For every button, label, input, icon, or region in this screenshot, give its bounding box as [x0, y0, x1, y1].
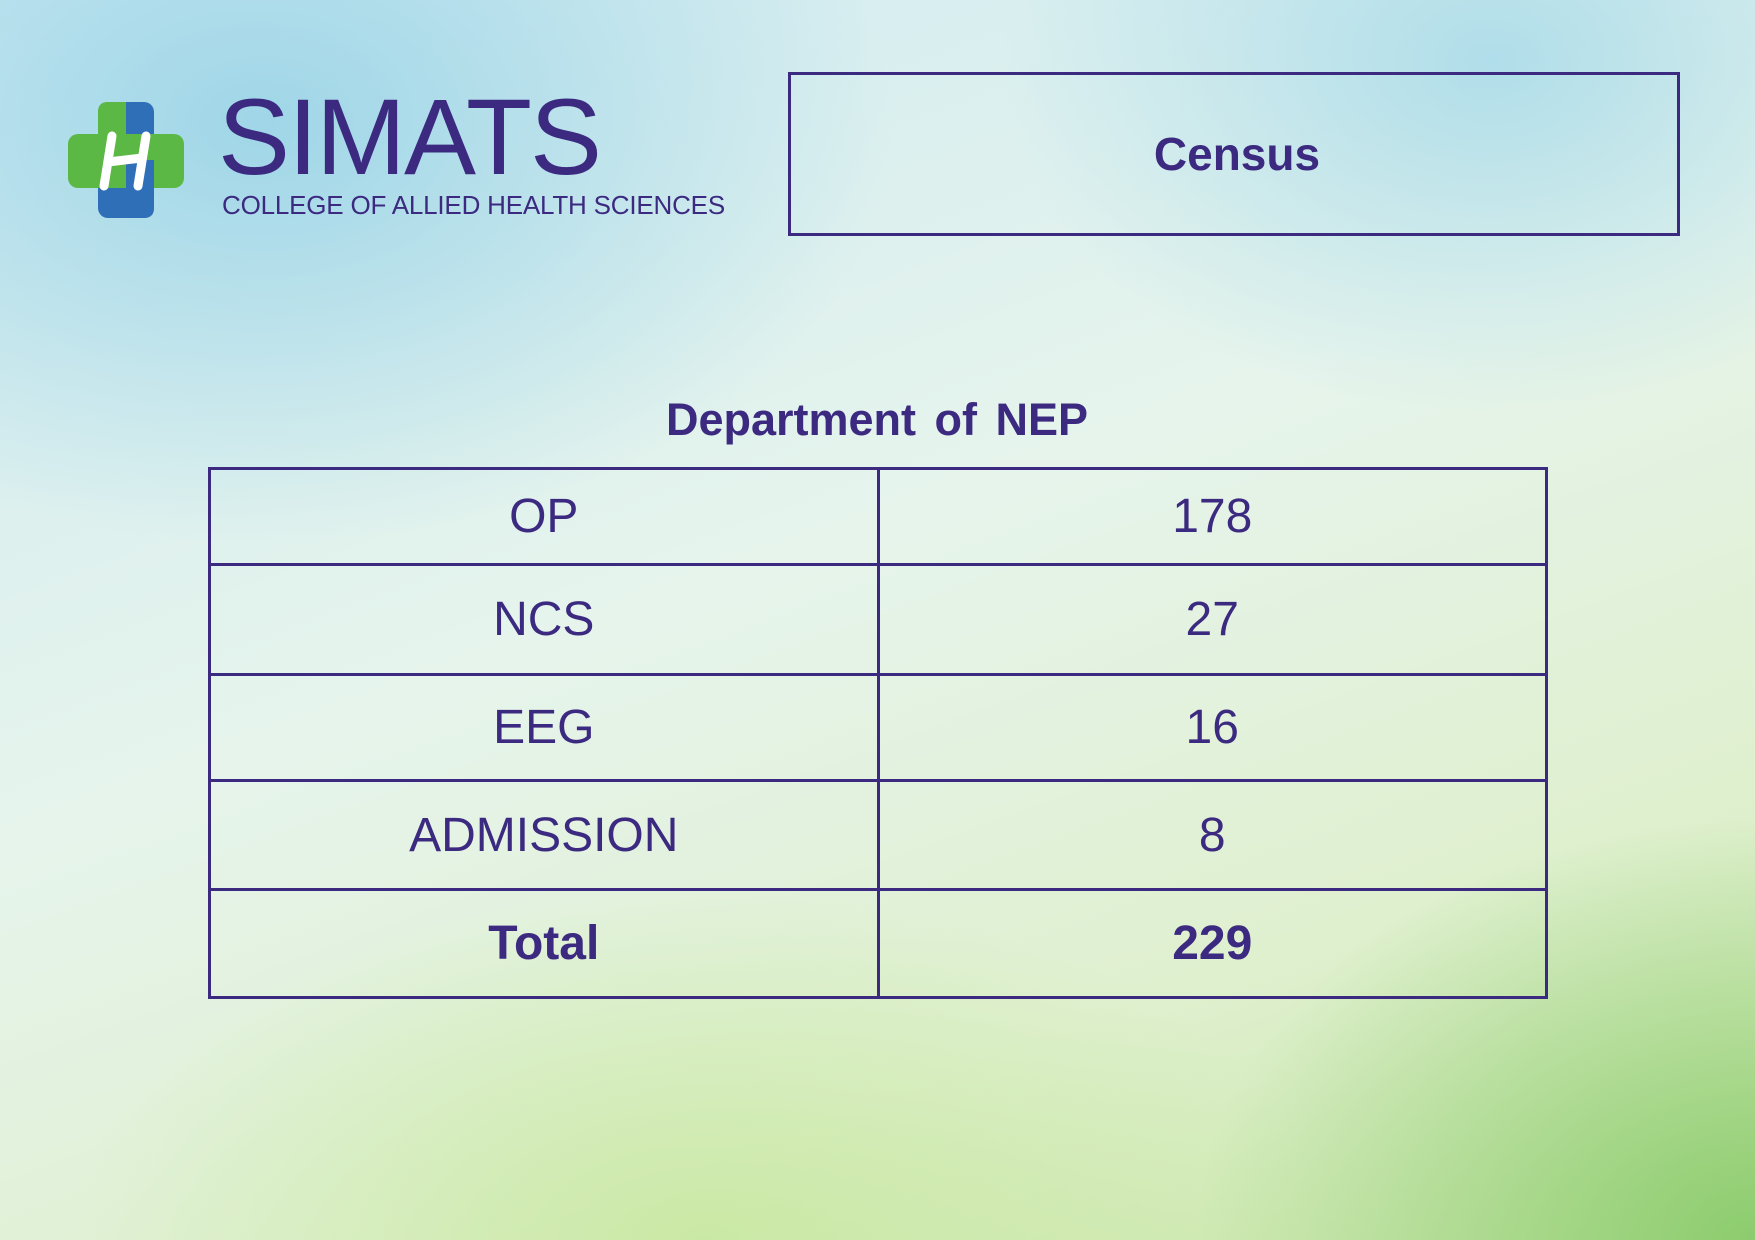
row-value: 8 — [876, 779, 1548, 891]
total-value: 229 — [876, 888, 1548, 999]
row-label: NCS — [208, 563, 880, 676]
table-row: NCS 27 — [208, 563, 1548, 676]
total-label: Total — [208, 888, 880, 999]
table-row: ADMISSION 8 — [208, 779, 1548, 891]
title-box: Census — [788, 72, 1680, 236]
logo-tagline: COLLEGE OF ALLIED HEALTH SCIENCES — [222, 190, 725, 220]
census-table: OP 178 NCS 27 EEG 16 ADMISSION 8 Total 2… — [208, 467, 1548, 999]
row-value: 178 — [876, 467, 1548, 566]
row-label: ADMISSION — [208, 779, 880, 891]
row-label: EEG — [208, 673, 880, 782]
row-value: 27 — [876, 563, 1548, 676]
row-value: 16 — [876, 673, 1548, 782]
row-label: OP — [208, 467, 880, 566]
table-row: OP 178 — [208, 467, 1548, 566]
department-heading: Department of NEP — [665, 394, 1089, 445]
logo-wordmark: SIMATS — [218, 76, 602, 197]
page-title: Census — [1153, 128, 1321, 180]
college-logo: SIMATS COLLEGE OF ALLIED HEALTH SCIENCES — [66, 82, 746, 227]
total-row: Total 229 — [208, 888, 1548, 999]
medical-cross-icon — [68, 102, 184, 218]
table-row: EEG 16 — [208, 673, 1548, 782]
